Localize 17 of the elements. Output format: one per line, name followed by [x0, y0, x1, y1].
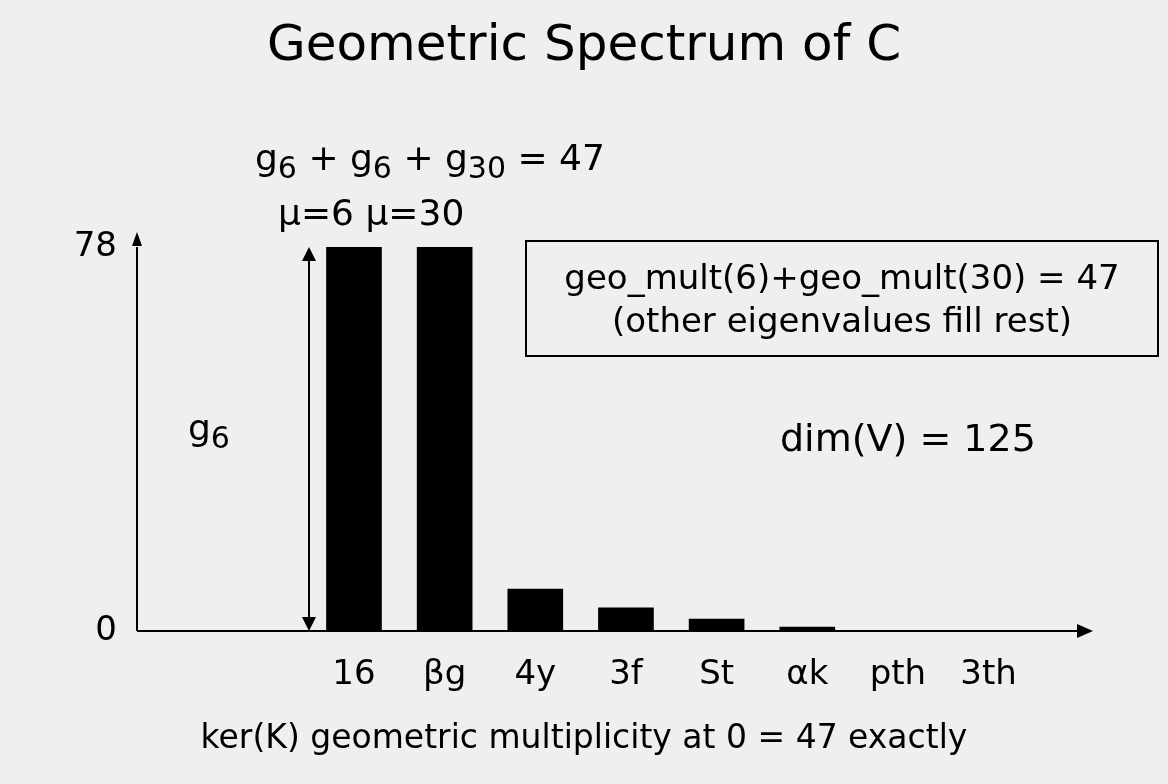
text: g$_{6}$	[188, 406, 230, 457]
x-tick-label: 3th	[960, 652, 1017, 693]
x-tick-label: St	[699, 652, 735, 693]
y-tick-label: 78	[73, 223, 117, 264]
text: μ=6 μ=30	[278, 191, 465, 235]
x-axis-title: ker(K) geometric multiplicity at 0 = 47 exactly	[199, 716, 969, 758]
annotation: geo_mult(6)+geo_mult(30) = 47 (other eigenvalues fill rest)	[525, 240, 1159, 357]
x-tick-label: βg	[423, 652, 467, 693]
x-tick-label: 4y	[514, 652, 557, 693]
y-tick-label: 0	[95, 607, 117, 648]
annotation: dim(V) = 125	[780, 415, 1036, 462]
text: g$_{6}$ + g$_{6}$ + g$_{30}$ = 47	[255, 136, 605, 187]
x-tick-label: 16	[332, 652, 376, 693]
x-tick-label: 3f	[609, 652, 644, 693]
x-tick-label: αk	[786, 652, 829, 693]
chart-title: Geometric Spectrum of C	[265, 13, 903, 74]
x-tick-label: pth	[869, 652, 927, 693]
